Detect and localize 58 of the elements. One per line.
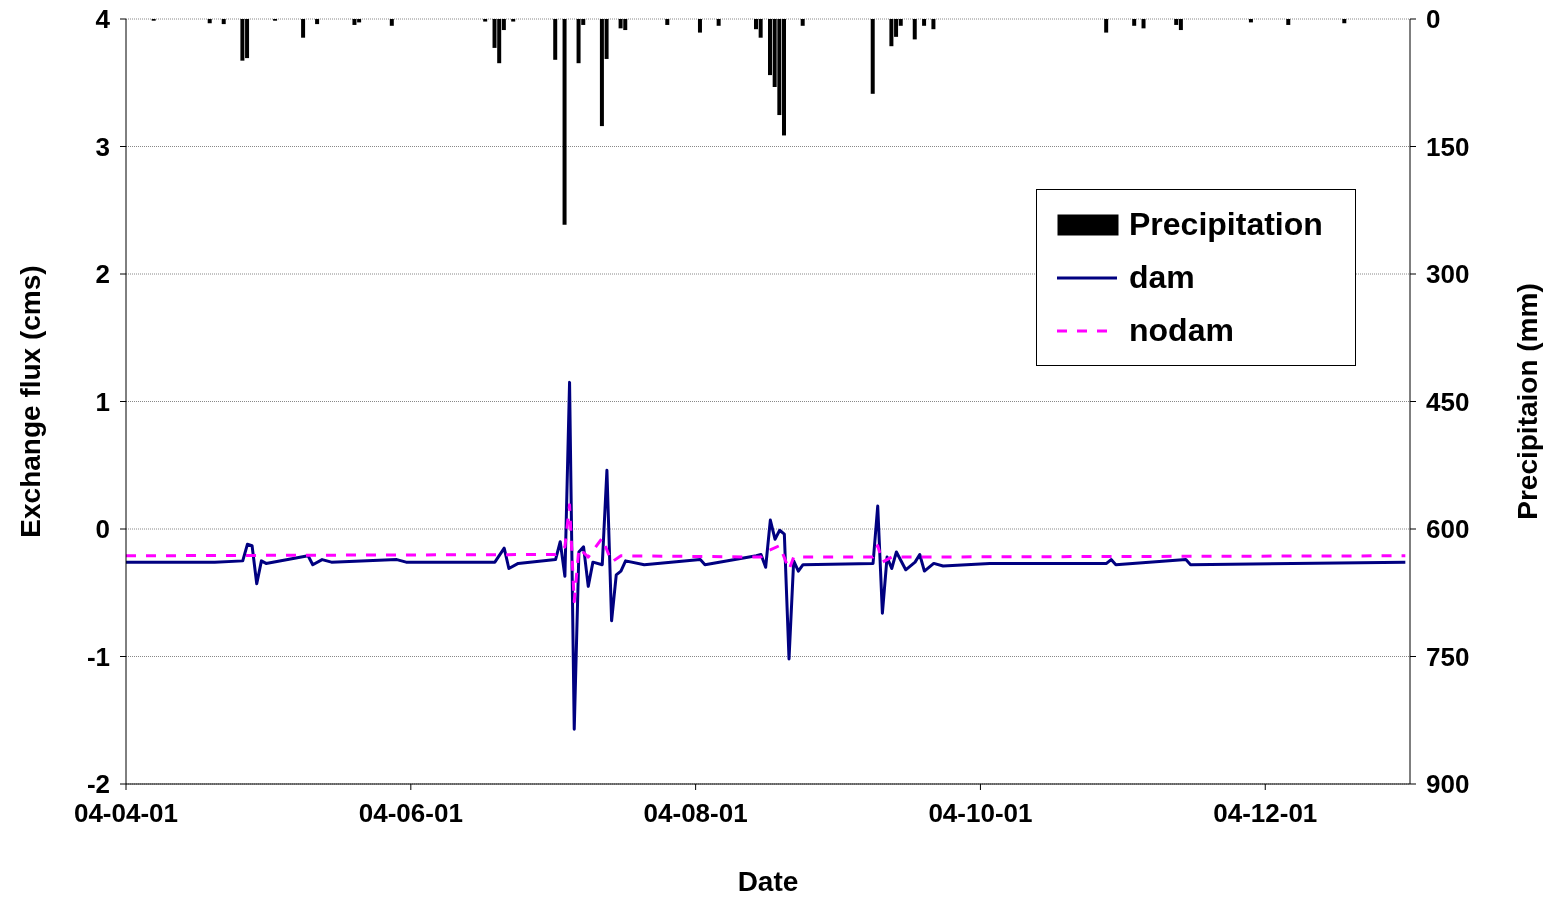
bar (1141, 19, 1146, 29)
bar (800, 19, 805, 26)
y-tick-label: 1 (95, 386, 110, 417)
bar (315, 19, 320, 25)
y2-tick-label: 150 (1426, 131, 1470, 162)
bar (1286, 19, 1291, 25)
bar (665, 19, 670, 25)
y-tick-label: 2 (95, 259, 110, 290)
y2-tick-label: 750 (1426, 641, 1470, 672)
bar (576, 19, 581, 64)
y-tick-label: 3 (95, 131, 110, 162)
y-tick-label: 4 (95, 4, 111, 35)
bar (1104, 19, 1109, 33)
bar (618, 19, 623, 29)
x-tick-label: 04-10-01 (928, 798, 1033, 829)
bar (697, 19, 702, 33)
bar (240, 19, 245, 61)
y2-axis-title: Precipitaion (mm) (1511, 283, 1543, 520)
legend-label: dam (1129, 259, 1195, 296)
bar (623, 19, 628, 31)
line-series (126, 503, 1407, 604)
legend-label: Precipitation (1129, 206, 1323, 243)
bar (1178, 19, 1183, 31)
x-tick-label: 04-04-01 (73, 798, 179, 829)
y2-tick-label: 0 (1426, 4, 1441, 35)
bar (922, 19, 927, 26)
y2-tick-label: 900 (1426, 769, 1470, 800)
bar (352, 19, 357, 25)
y-axis-title: Exchange flux (cms) (14, 265, 46, 538)
bar (389, 19, 394, 26)
bar (870, 19, 875, 94)
y-tick-label: -1 (86, 641, 110, 672)
bar (931, 19, 936, 30)
bar (301, 19, 306, 38)
bar (1342, 19, 1347, 24)
bar (889, 19, 894, 47)
x-axis-title: Date (737, 866, 799, 897)
bar (483, 19, 488, 22)
y-tick-label: 0 (95, 514, 110, 545)
bar (912, 19, 917, 40)
line-series (126, 380, 1407, 731)
bar (553, 19, 558, 60)
bar (1132, 19, 1137, 26)
y2-tick-label: 450 (1426, 386, 1470, 417)
y2-tick-label: 300 (1426, 259, 1470, 290)
x-tick-label: 04-06-01 (358, 798, 463, 829)
bar (497, 19, 502, 64)
bar (716, 19, 721, 26)
bar (511, 19, 516, 22)
bar (758, 19, 763, 38)
x-tick-label: 04-12-01 (1213, 798, 1318, 829)
bar (207, 19, 212, 24)
x-tick-label: 04-08-01 (643, 798, 748, 829)
bar (562, 19, 567, 225)
y-tick-label: -2 (86, 769, 110, 800)
legend-label: nodam (1129, 312, 1234, 349)
bar (221, 19, 226, 25)
y2-tick-label: 600 (1426, 514, 1470, 545)
